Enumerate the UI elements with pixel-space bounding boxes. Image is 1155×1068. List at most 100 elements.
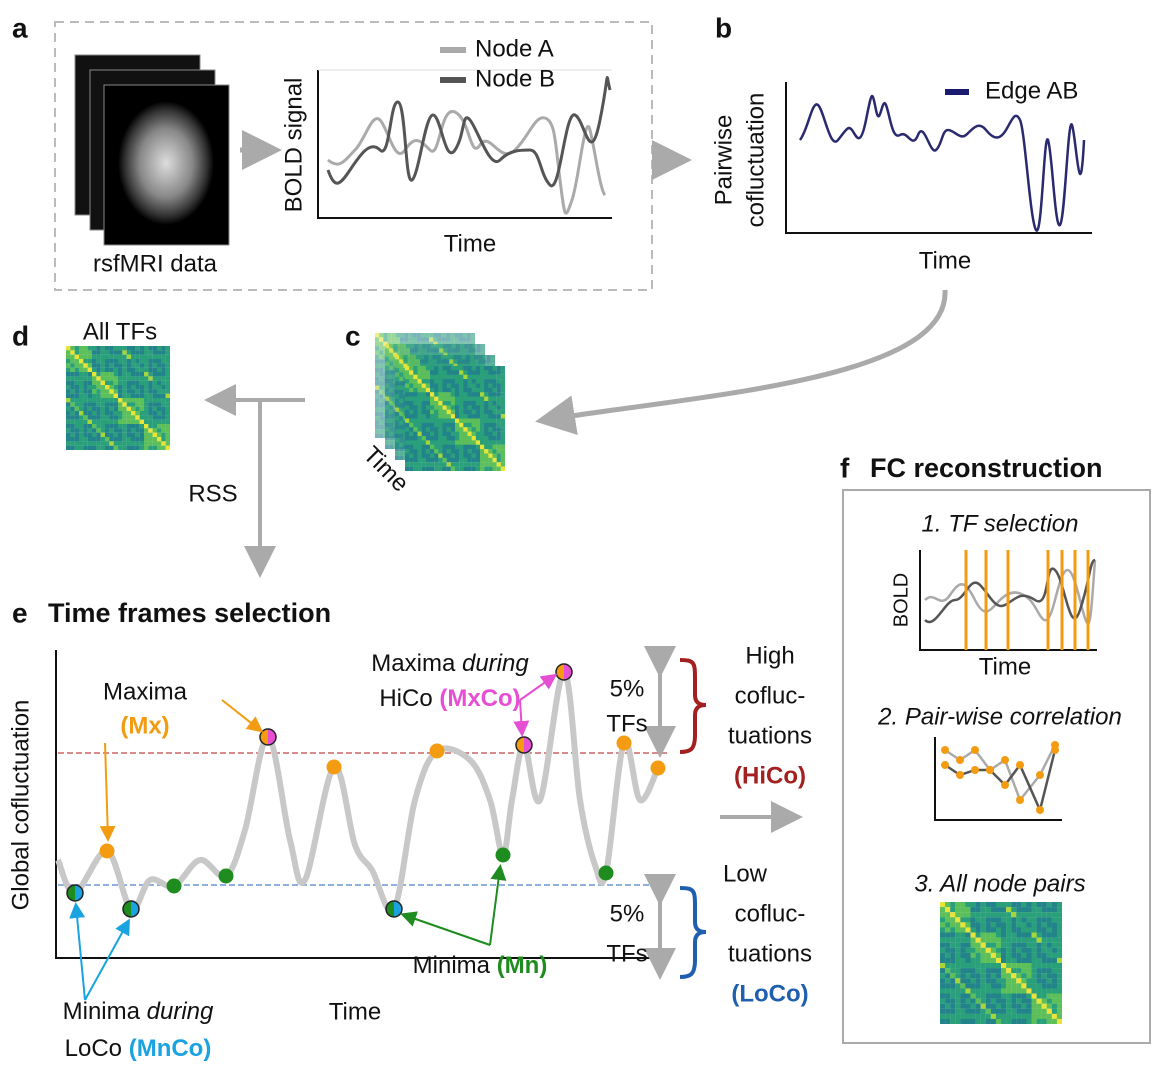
corr-dot [941,761,949,769]
point-outline [66,884,84,902]
point-outline [385,900,403,918]
heatmap [66,346,170,450]
corr-dot [1001,756,1009,764]
correlation-plot [941,741,1059,814]
axes [55,650,668,959]
y-label: Global cofluctuation [7,700,34,911]
legend-label: Edge AB [985,77,1078,104]
tf-markers [964,550,1090,650]
corr-dot [941,746,949,754]
annotation: TFs [606,940,647,967]
x-label: Time [919,247,971,274]
annotation: TFs [606,710,647,737]
point-half [556,664,564,680]
point-half [516,737,524,753]
point-outline [259,728,277,746]
point [166,878,182,894]
arrow [99,742,116,842]
point-half [67,885,75,901]
arrow [221,699,264,733]
node-line [924,559,1097,625]
brace [679,886,707,979]
point-half [394,901,402,917]
arrow [489,864,507,946]
annotation: (HiCo) [734,762,806,789]
axes [934,737,1062,821]
panel-f-box [842,489,1151,1044]
panel-label: b [715,12,732,43]
annotation: (Mx) [120,712,169,739]
step-label: 1. TF selection [922,510,1079,537]
legend-label: Node B [475,65,555,92]
title: FC reconstruction [870,453,1103,483]
annotation: 5% [610,900,645,927]
corr-dot [956,756,964,764]
point [598,865,614,881]
arrow [84,918,130,1001]
point [218,868,234,884]
annotation: tuations [728,722,812,749]
point-half [268,729,276,745]
global-cofluctuation-line [55,668,661,915]
annotation: tuations [728,940,812,967]
arrow [69,902,86,1001]
point [616,735,632,751]
arrow [513,699,530,737]
point [429,743,445,759]
x-label: Time [329,998,381,1025]
arrow [400,911,491,946]
point [650,760,666,776]
step-label: 2. Pair-wise correlation [877,703,1122,730]
panel-label: f [840,452,850,483]
point-half [75,885,83,901]
edge-line [798,95,1086,232]
y-label: BOLD signal [280,78,307,213]
point [326,759,342,775]
arrow [519,673,558,701]
corr-dot [986,766,994,774]
annotation: Low [723,860,768,887]
corr-dot [1036,771,1044,779]
annotation: Minima during [63,998,214,1025]
annotation: Maxima [103,678,188,705]
title: All TFs [83,318,157,345]
node-a-line [327,110,607,215]
axes [317,70,612,219]
panel-label: e [12,597,28,628]
title: Time frames selection [48,598,331,628]
point-half [131,901,139,917]
annotation: Minima (Mn) [413,952,548,979]
corr-dot [1016,796,1024,804]
point-outline [515,736,533,754]
heatmap [940,902,1062,1024]
y-label: cofluctuation [742,93,769,228]
panel-label: a [12,12,28,43]
arrow [535,289,948,435]
annotation: cofluc- [735,682,806,709]
matrix-stack [375,333,505,471]
corr-dot [1001,781,1009,789]
corr-dot [1036,806,1044,814]
corr-dot [956,771,964,779]
legend-label: Node A [475,35,554,62]
panel-a-box [54,21,653,291]
brain [118,101,214,225]
point-half [564,664,572,680]
x-label: Time [444,230,496,257]
point-outline [122,900,140,918]
annotation: (LoCo) [731,980,808,1007]
annotation: Maxima during [371,650,529,677]
node-b-line [326,76,612,188]
point-half [524,737,532,753]
x-label: Time [979,653,1031,680]
corr-dot [971,766,979,774]
brace [679,658,707,754]
point [99,843,115,859]
corr-dot [1051,746,1059,754]
point-half [260,729,268,745]
step-label: 3. All node pairs [914,870,1085,897]
annotation: cofluc- [735,900,806,927]
annotation: HiCo (MxCo) [379,685,520,712]
point-outline [555,663,573,681]
